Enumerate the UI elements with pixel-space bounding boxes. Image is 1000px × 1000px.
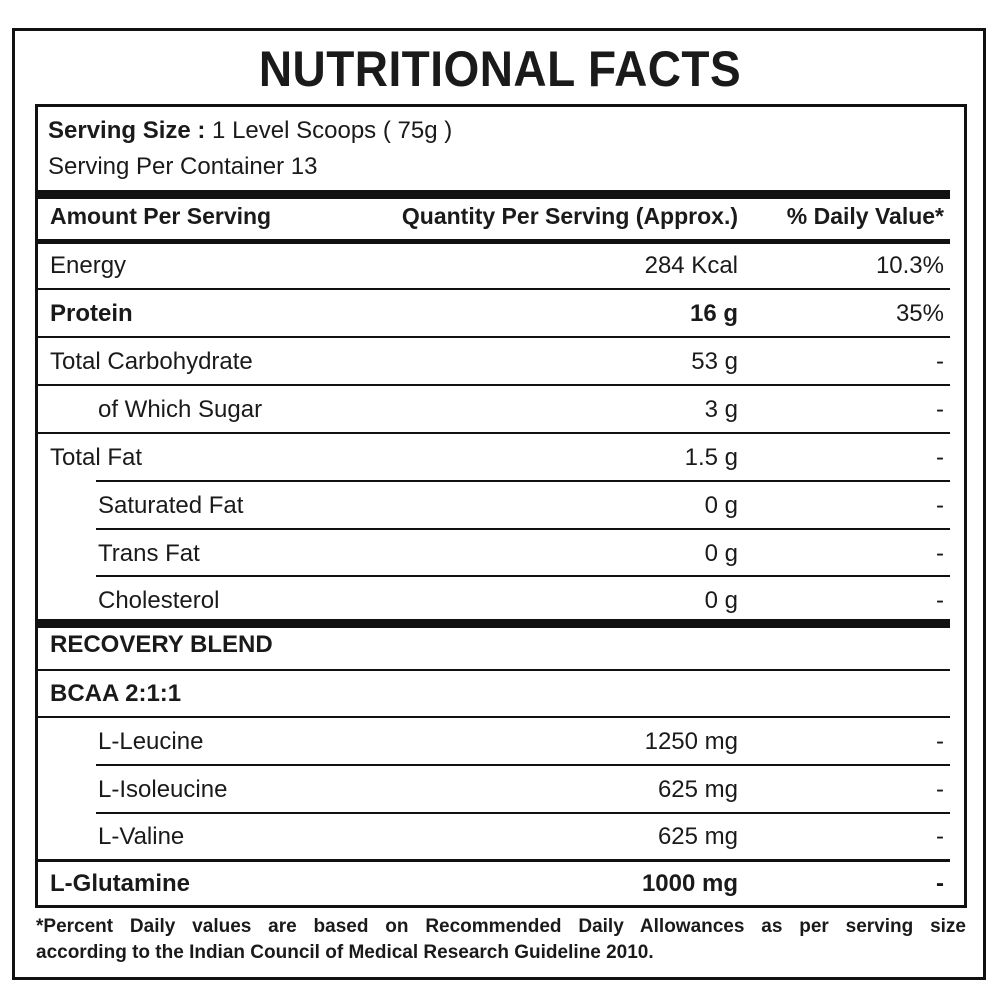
nutrient-name: Saturated Fat xyxy=(98,492,244,519)
table-row-total-fat: Total Fat 1.5 g - xyxy=(38,434,950,481)
row-divider xyxy=(96,575,950,577)
serving-size-label: Serving Size : xyxy=(48,117,206,144)
nutrient-daily-value: - xyxy=(936,776,944,803)
table-row-l-isoleucine: L-Isoleucine 625 mg - xyxy=(38,766,950,813)
nutrient-name: of Which Sugar xyxy=(98,396,263,423)
label-outer-border xyxy=(12,28,986,980)
table-row-sugar: of Which Sugar 3 g - xyxy=(38,386,950,433)
nutrient-quantity: 1250 mg xyxy=(644,728,738,755)
header-quantity: Quantity Per Serving (Approx.) xyxy=(401,203,738,229)
bcaa-heading: BCAA 2:1:1 xyxy=(38,670,950,717)
footnote-line-2: according to the Indian Council of Medic… xyxy=(36,942,654,963)
table-row-protein: Protein 16 g 35% xyxy=(38,290,950,337)
table-row-carbohydrate: Total Carbohydrate 53 g - xyxy=(38,338,950,385)
serving-size: Serving Size : 1 Level Scoops ( 75g ) xyxy=(48,114,452,148)
nutrient-quantity: 0 g xyxy=(704,540,738,567)
header-amount: Amount Per Serving xyxy=(50,203,272,229)
recovery-blend-heading: RECOVERY BLEND xyxy=(38,621,950,668)
thick-divider xyxy=(38,619,950,628)
nutrient-name: Protein xyxy=(50,300,133,327)
nutrient-daily-value: - xyxy=(936,540,944,567)
nutrient-name: L-Valine xyxy=(98,823,185,850)
nutrient-quantity: 625 mg xyxy=(657,823,738,850)
row-divider xyxy=(38,288,950,290)
nutrient-name: Total Carbohydrate xyxy=(50,348,253,375)
header-daily-value: % Daily Value* xyxy=(786,203,944,229)
table-row-trans-fat: Trans Fat 0 g - xyxy=(38,530,950,577)
row-divider xyxy=(96,812,950,814)
nutrient-name: L-Glutamine xyxy=(50,870,191,897)
footnote-line-1: *Percent Daily values are based on Recom… xyxy=(36,916,966,937)
row-divider xyxy=(96,528,950,530)
header-divider xyxy=(38,239,950,244)
nutrient-quantity: 1000 mg xyxy=(641,870,738,897)
nutrient-daily-value: - xyxy=(936,870,944,897)
serving-size-value: 1 Level Scoops ( 75g ) xyxy=(205,117,453,144)
table-header: Amount Per Serving Quantity Per Serving … xyxy=(38,193,950,240)
page-title: NUTRITIONAL FACTS xyxy=(258,41,742,97)
servings-per-container: Serving Per Container 13 xyxy=(48,153,318,180)
nutrient-daily-value: - xyxy=(936,444,944,471)
nutrient-daily-value: 35% xyxy=(895,300,944,327)
row-divider xyxy=(96,764,950,766)
nutrient-daily-value: - xyxy=(936,396,944,423)
row-divider xyxy=(38,384,950,386)
nutrient-quantity: 53 g xyxy=(691,348,738,375)
row-divider xyxy=(38,432,950,434)
nutrient-quantity: 3 g xyxy=(704,396,738,423)
thick-divider xyxy=(38,190,950,199)
table-row-cholesterol: Cholesterol 0 g - xyxy=(38,577,950,624)
nutrient-name: L-Leucine xyxy=(98,728,204,755)
nutrient-quantity: 0 g xyxy=(704,492,738,519)
table-row-l-glutamine: L-Glutamine 1000 mg - xyxy=(38,860,950,907)
table-row-energy: Energy 284 Kcal 10.3% xyxy=(38,242,950,289)
nutrient-name: Total Fat xyxy=(50,444,143,471)
row-divider xyxy=(38,859,950,862)
nutrient-name: Cholesterol xyxy=(98,587,220,614)
nutrient-name: L-Isoleucine xyxy=(98,776,228,803)
row-divider xyxy=(38,669,950,671)
nutrient-quantity: 625 mg xyxy=(657,776,738,803)
nutrient-daily-value: - xyxy=(936,728,944,755)
nutrient-name: Energy xyxy=(50,252,127,279)
row-divider xyxy=(96,480,950,482)
nutrient-name: Trans Fat xyxy=(98,540,200,567)
blend-title: RECOVERY BLEND xyxy=(50,631,273,658)
nutrient-quantity: 16 g xyxy=(689,300,738,327)
nutrient-quantity: 1.5 g xyxy=(684,444,738,471)
nutrient-daily-value: 10.3% xyxy=(875,252,944,279)
nutrient-quantity: 0 g xyxy=(704,587,738,614)
nutrient-quantity: 284 Kcal xyxy=(644,252,738,279)
table-row-l-leucine: L-Leucine 1250 mg - xyxy=(38,718,950,765)
row-divider xyxy=(38,336,950,338)
nutrient-daily-value: - xyxy=(936,492,944,519)
bcaa-title: BCAA 2:1:1 xyxy=(50,680,182,707)
row-divider xyxy=(38,716,950,718)
table-row-l-valine: L-Valine 625 mg - xyxy=(38,813,950,860)
nutrient-daily-value: - xyxy=(936,587,944,614)
nutrient-daily-value: - xyxy=(936,823,944,850)
nutrient-daily-value: - xyxy=(936,348,944,375)
label-inner-border xyxy=(35,104,967,908)
table-row-saturated-fat: Saturated Fat 0 g - xyxy=(38,482,950,529)
